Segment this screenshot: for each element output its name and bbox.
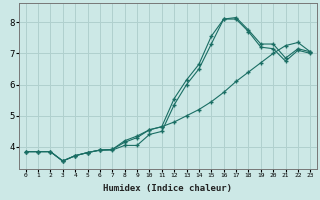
X-axis label: Humidex (Indice chaleur): Humidex (Indice chaleur)	[103, 184, 232, 193]
